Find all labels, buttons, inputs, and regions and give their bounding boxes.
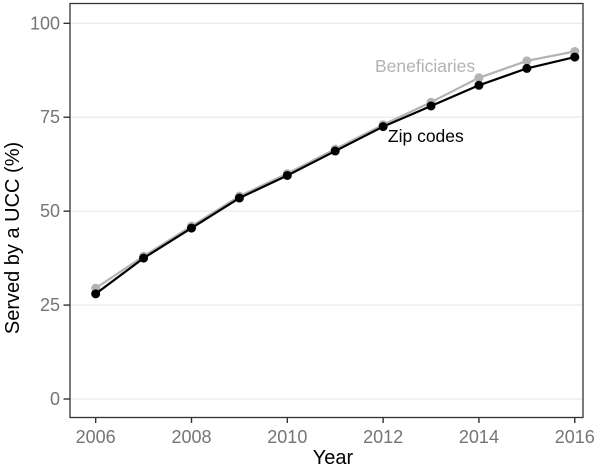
- chart-plot-area: 0 25 50 75 100 2006 2008 2010 2012 2014 2016 Benefi…: [30, 2, 595, 447]
- x-tick-label: 2008: [171, 427, 211, 447]
- x-tick-label: 2014: [459, 427, 499, 447]
- x-tick-label: 2016: [555, 427, 595, 447]
- y-tick-label: 100: [30, 13, 60, 33]
- series-label-beneficiaries: Beneficiaries: [375, 56, 475, 76]
- data-point-zip-codes-2016: [570, 52, 580, 62]
- x-axis-title: Year: [313, 447, 354, 469]
- data-point-zip-codes-2011: [330, 146, 340, 156]
- y-tick-label: 50: [40, 201, 60, 221]
- data-point-zip-codes-2014: [474, 80, 484, 90]
- data-point-zip-codes-2012: [378, 122, 388, 132]
- x-tick-label: 2006: [76, 427, 116, 447]
- y-tick-label: 25: [40, 295, 60, 315]
- panel-border: [69, 2, 584, 419]
- data-point-beneficiaries-2014: [474, 73, 484, 83]
- series-label-zip-codes: Zip codes: [388, 126, 464, 146]
- x-tick-label: 2012: [363, 427, 403, 447]
- x-tick-label: 2010: [267, 427, 307, 447]
- y-axis-title: Served by a UCC (%): [2, 142, 24, 334]
- y-tick-label: 0: [50, 389, 60, 409]
- data-point-zip-codes-2013: [426, 101, 436, 111]
- data-point-zip-codes-2008: [186, 223, 196, 233]
- data-point-zip-codes-2009: [234, 193, 244, 203]
- data-point-zip-codes-2006: [91, 289, 101, 299]
- y-tick-label: 75: [40, 107, 60, 127]
- data-point-zip-codes-2010: [282, 170, 292, 180]
- series-line-zip-codes: [95, 56, 576, 295]
- series-line-beneficiaries: [95, 50, 575, 290]
- data-point-beneficiaries-2015: [522, 56, 532, 66]
- data-point-zip-codes-2015: [522, 63, 532, 73]
- data-point-zip-codes-2007: [139, 253, 149, 263]
